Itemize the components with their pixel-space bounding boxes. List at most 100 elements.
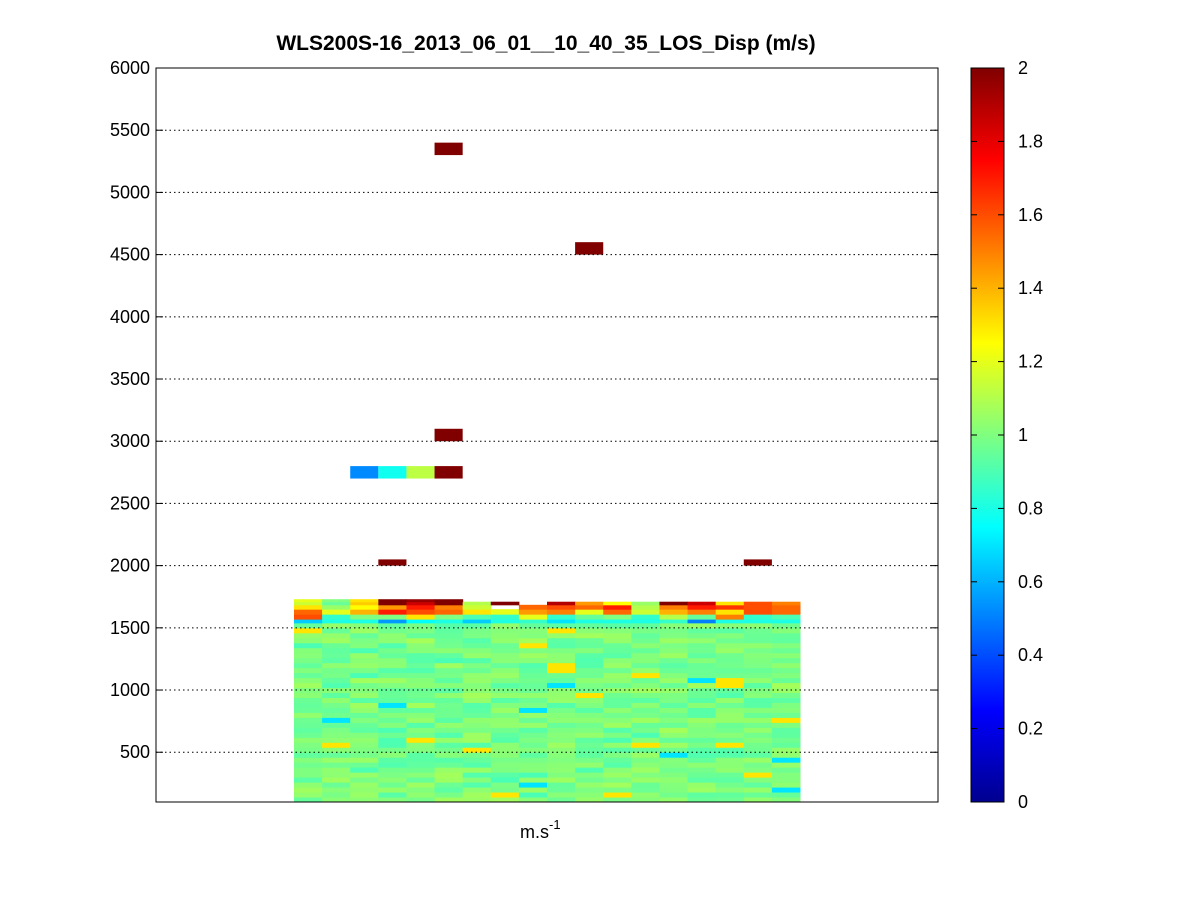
heatmap-cell <box>631 601 660 606</box>
heatmap-cell <box>406 652 436 659</box>
heatmap-cell <box>603 642 632 649</box>
heatmap-cell <box>294 662 323 669</box>
heatmap-cell <box>462 722 492 728</box>
heatmap-cell <box>575 652 604 659</box>
heatmap-cell <box>378 619 407 624</box>
heatmap-cell <box>294 732 323 738</box>
heatmap-cell <box>406 647 436 654</box>
heatmap-cell <box>715 642 745 649</box>
heatmap-cell <box>378 652 407 659</box>
heatmap-cell <box>715 767 745 773</box>
heatmap-cell <box>603 604 632 610</box>
heatmap-cell <box>659 637 689 644</box>
heatmap-cell <box>687 737 717 743</box>
heatmap-cell <box>603 677 632 684</box>
plot-area: 500 1000 1500 2000 2500 3000 3500 4000 4500 5000 5… <box>110 58 939 803</box>
heatmap-cell <box>294 727 323 733</box>
heatmap-cell <box>406 614 436 620</box>
heatmap-cell <box>462 732 492 738</box>
heatmap-cell <box>406 772 436 778</box>
heatmap-cell <box>715 609 745 615</box>
heatmap-cell <box>462 752 492 758</box>
heatmap-cell <box>434 672 464 679</box>
heatmap-cell <box>490 757 520 763</box>
heatmap-cell <box>659 622 689 629</box>
heatmap-cell <box>294 599 323 603</box>
heatmap-cell <box>715 717 745 723</box>
heatmap-cell <box>406 707 436 713</box>
heatmap-cell <box>490 702 520 708</box>
heatmap-cell <box>378 672 407 679</box>
heatmap-cell <box>294 619 323 624</box>
colorbar: 0 0.2 0.4 0.6 0.8 1 1.2 1.4 1.6 1.8 2 <box>970 58 1043 812</box>
heatmap-cell <box>631 792 660 798</box>
heatmap-cell <box>659 682 689 689</box>
heatmap-cell <box>322 737 351 743</box>
heatmap-cell <box>434 627 464 634</box>
heatmap-cell <box>322 762 351 768</box>
heatmap-cell <box>715 601 745 606</box>
heatmap-cell <box>462 787 492 793</box>
heatmap-cell <box>350 737 379 743</box>
heatmap-cell <box>322 702 351 708</box>
heatmap-cell <box>547 722 576 728</box>
heatmap-cell <box>294 614 323 620</box>
heatmap-cell <box>434 619 464 624</box>
heatmap-cell <box>547 742 576 748</box>
heatmap-cell <box>771 637 801 644</box>
heatmap-cell <box>406 767 436 773</box>
heatmap-cell <box>322 797 351 803</box>
heatmap-cell <box>547 652 576 659</box>
heatmap-cell <box>350 767 379 773</box>
heatmap-cell <box>631 627 660 634</box>
heatmap-cell <box>434 642 464 649</box>
y-tick-label: 5500 <box>110 120 150 140</box>
heatmap-cell <box>322 757 351 763</box>
heatmap-cell <box>434 622 464 629</box>
heatmap-cell <box>378 787 407 793</box>
heatmap-cell <box>462 782 492 788</box>
heatmap-cell <box>406 717 436 723</box>
heatmap-cell <box>771 787 801 793</box>
heatmap-cell <box>322 712 351 718</box>
x-axis-label: m.s-1 <box>520 817 561 842</box>
heatmap-cell <box>322 727 351 733</box>
colorbar-tick-label: 2 <box>1018 58 1028 78</box>
heatmap-cell <box>743 702 773 708</box>
heatmap-cell <box>631 757 660 763</box>
heatmap-cell <box>518 782 548 788</box>
heatmap-cell <box>743 692 773 698</box>
heatmap-cell <box>322 722 351 728</box>
heatmap-cell <box>406 787 436 793</box>
heatmap-cell <box>490 682 520 689</box>
heatmap-cell <box>350 647 379 654</box>
heatmap-cell <box>322 614 351 620</box>
heatmap-cell <box>350 742 379 748</box>
heatmap-cell <box>294 707 323 713</box>
heatmap-cell <box>462 672 492 679</box>
heatmap-cell <box>771 717 801 723</box>
heatmap-cell <box>743 687 773 694</box>
heatmap-cell <box>575 742 604 748</box>
heatmap-cell <box>434 609 464 615</box>
heatmap-cell <box>294 632 323 639</box>
heatmap-cell <box>378 777 407 783</box>
heatmap-cell <box>631 692 660 698</box>
heatmap-cell <box>378 742 407 748</box>
heatmap-cell <box>322 772 351 778</box>
heatmap-cell <box>378 722 407 728</box>
y-tick-label: 500 <box>120 742 150 762</box>
heatmap-cell <box>350 601 379 606</box>
heatmap-cell <box>490 662 520 669</box>
heatmap-cell <box>771 732 801 738</box>
heatmap-cell <box>378 762 407 768</box>
heatmap-cell <box>687 667 717 674</box>
heatmap-cell <box>659 782 689 788</box>
heatmap-cell <box>350 722 379 728</box>
heatmap-cell <box>575 614 604 620</box>
heatmap-cell <box>687 642 717 649</box>
heatmap-cell <box>406 777 436 783</box>
heatmap-cell <box>631 619 660 624</box>
heatmap-cell <box>631 667 660 674</box>
heatmap-cell <box>462 604 492 610</box>
